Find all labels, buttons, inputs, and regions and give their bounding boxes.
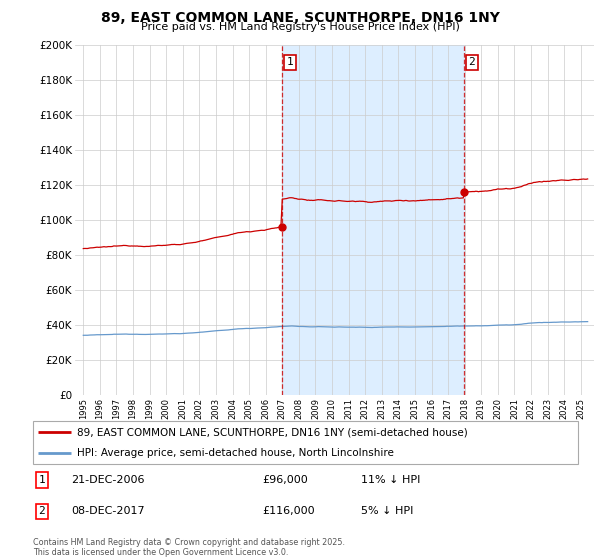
Text: £96,000: £96,000 xyxy=(262,475,308,485)
Text: Contains HM Land Registry data © Crown copyright and database right 2025.
This d: Contains HM Land Registry data © Crown c… xyxy=(33,538,345,557)
Text: Price paid vs. HM Land Registry's House Price Index (HPI): Price paid vs. HM Land Registry's House … xyxy=(140,22,460,32)
Text: 5% ↓ HPI: 5% ↓ HPI xyxy=(361,506,413,516)
Text: £116,000: £116,000 xyxy=(262,506,314,516)
Text: 2: 2 xyxy=(469,57,475,67)
FancyBboxPatch shape xyxy=(33,421,578,464)
Text: 1: 1 xyxy=(287,57,293,67)
Text: 1: 1 xyxy=(38,475,45,485)
Text: HPI: Average price, semi-detached house, North Lincolnshire: HPI: Average price, semi-detached house,… xyxy=(77,447,394,458)
Text: 89, EAST COMMON LANE, SCUNTHORPE, DN16 1NY: 89, EAST COMMON LANE, SCUNTHORPE, DN16 1… xyxy=(101,11,499,25)
Text: 11% ↓ HPI: 11% ↓ HPI xyxy=(361,475,421,485)
Bar xyxy=(282,45,464,395)
Text: 08-DEC-2017: 08-DEC-2017 xyxy=(71,506,145,516)
Text: 89, EAST COMMON LANE, SCUNTHORPE, DN16 1NY (semi-detached house): 89, EAST COMMON LANE, SCUNTHORPE, DN16 1… xyxy=(77,427,467,437)
Text: 21-DEC-2006: 21-DEC-2006 xyxy=(71,475,145,485)
Text: 2: 2 xyxy=(38,506,45,516)
